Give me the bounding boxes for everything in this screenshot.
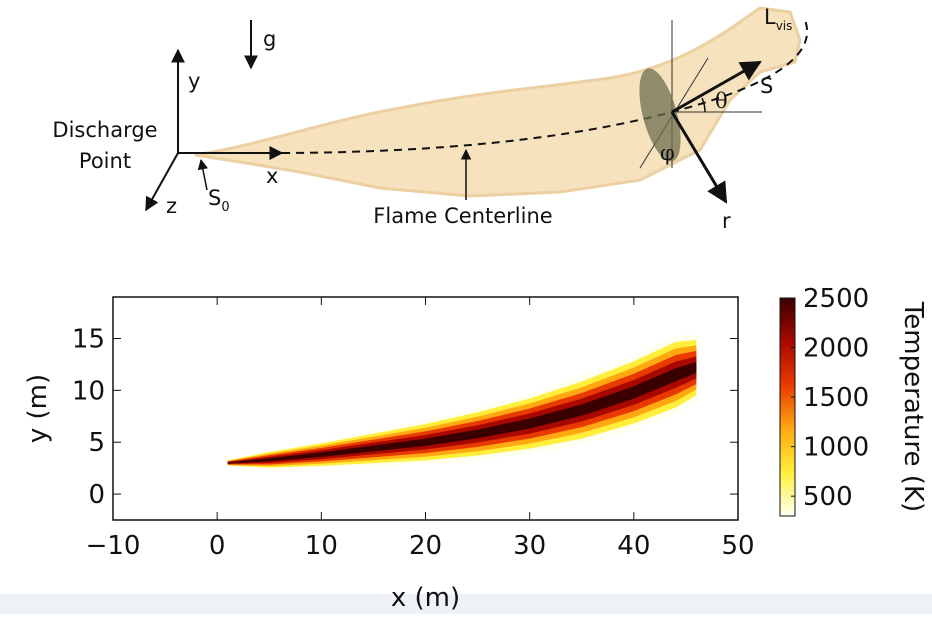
label: Lvis	[764, 5, 792, 33]
x-tick-label: 0	[209, 531, 226, 561]
label: r	[722, 209, 731, 233]
label: θ	[715, 89, 728, 113]
x-tick-label: 30	[513, 531, 546, 561]
diagram: g y Discharge Point x z S0 Flame Centerl…	[52, 5, 808, 233]
label: Point	[79, 149, 131, 173]
y-axis-label: y (m)	[23, 374, 53, 443]
colorbar-tick-label: 2500	[803, 284, 869, 314]
colorbar	[779, 297, 796, 517]
x-tick-label: −10	[86, 531, 141, 561]
label: g	[263, 27, 276, 51]
bottom-strip	[0, 594, 932, 614]
label: Discharge	[52, 118, 157, 142]
subscript: vis	[776, 19, 793, 33]
label: S	[760, 74, 773, 98]
flame-sketch	[194, 6, 802, 198]
label: S	[208, 186, 221, 210]
cross-section	[639, 68, 681, 162]
label: z	[166, 194, 177, 218]
label: y	[188, 69, 200, 93]
label: L	[764, 5, 776, 29]
r-arrow	[670, 111, 728, 204]
x-tick-label: 20	[409, 531, 442, 561]
colorbar-tick-label: 2000	[803, 334, 869, 364]
y-tick-label: 15	[72, 324, 105, 354]
colorbar-tick-label: 500	[803, 482, 853, 512]
y-tick-label: 10	[72, 376, 105, 406]
theta-arc	[701, 97, 706, 113]
s-arrow	[671, 60, 762, 114]
colorbar-tick-label: 1500	[803, 383, 869, 413]
y-tick-label: 5	[88, 428, 105, 458]
x-tick-label: 40	[617, 531, 650, 561]
subscript: 0	[221, 200, 229, 215]
flame-band	[227, 339, 697, 468]
colorbar-tick-label: 1000	[803, 433, 869, 463]
z-arrow	[145, 152, 179, 212]
x-tick-label: 10	[305, 531, 338, 561]
colorbar-label: Temperature (K)	[898, 301, 928, 512]
label: S0	[208, 186, 230, 215]
label: φ	[660, 141, 675, 165]
pointer	[197, 158, 209, 191]
y-tick-label: 0	[88, 480, 105, 510]
flame-band	[227, 356, 697, 464]
label: x	[266, 164, 278, 188]
label: Flame Centerline	[373, 204, 552, 228]
x-tick-label: 50	[721, 531, 754, 561]
x-axis-label: x (m)	[391, 583, 460, 613]
